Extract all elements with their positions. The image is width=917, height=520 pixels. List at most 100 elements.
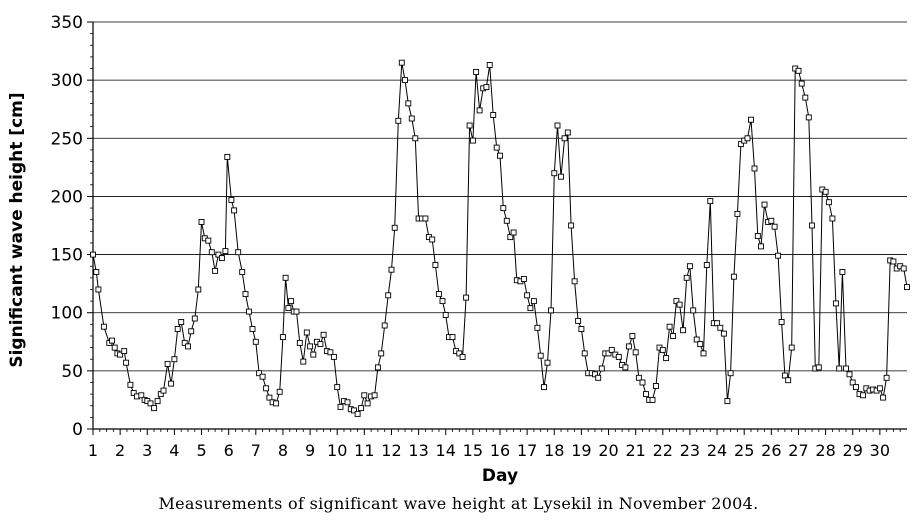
data-point bbox=[246, 308, 252, 315]
data-point bbox=[463, 294, 470, 301]
data-point bbox=[469, 137, 476, 144]
data-point bbox=[527, 305, 534, 312]
data-point bbox=[537, 352, 544, 359]
x-tick-label: 24 bbox=[707, 441, 727, 460]
data-point bbox=[310, 351, 317, 358]
data-point bbox=[456, 350, 463, 357]
data-point bbox=[744, 135, 751, 142]
data-point bbox=[154, 398, 161, 405]
data-point bbox=[228, 196, 235, 203]
data-point bbox=[330, 353, 337, 360]
series-wave-height bbox=[90, 59, 910, 417]
data-point bbox=[615, 353, 622, 360]
data-point bbox=[303, 329, 310, 336]
data-point bbox=[208, 249, 215, 256]
data-point bbox=[285, 305, 292, 312]
data-point bbox=[181, 339, 188, 346]
data-point bbox=[754, 233, 761, 239]
data-point bbox=[374, 364, 381, 371]
data-point bbox=[676, 301, 683, 308]
data-point bbox=[90, 251, 96, 258]
data-point bbox=[880, 394, 887, 401]
data-point bbox=[876, 385, 883, 392]
data-point bbox=[117, 351, 124, 358]
x-tick-label: 25 bbox=[734, 441, 754, 460]
data-point bbox=[846, 371, 853, 378]
data-point bbox=[215, 251, 222, 258]
data-point bbox=[493, 144, 500, 151]
data-point bbox=[327, 349, 334, 356]
y-tick-label: 200 bbox=[51, 187, 83, 207]
data-point bbox=[459, 353, 466, 360]
x-tick-label: 19 bbox=[571, 441, 591, 460]
data-point bbox=[758, 243, 764, 250]
data-point bbox=[632, 349, 639, 356]
data-point bbox=[473, 69, 480, 75]
data-point bbox=[385, 292, 392, 299]
data-point bbox=[293, 308, 300, 315]
data-point bbox=[551, 170, 558, 177]
x-tick-label: 23 bbox=[680, 441, 700, 460]
data-point bbox=[639, 379, 646, 386]
data-point bbox=[361, 392, 368, 399]
y-tick-label: 150 bbox=[51, 246, 83, 266]
data-point bbox=[829, 215, 836, 222]
data-point bbox=[288, 298, 295, 305]
data-point bbox=[300, 358, 307, 365]
data-point bbox=[700, 350, 707, 357]
data-point bbox=[571, 278, 578, 285]
data-point bbox=[198, 219, 205, 225]
data-point bbox=[815, 364, 822, 371]
data-point bbox=[256, 370, 263, 377]
data-point bbox=[364, 400, 371, 407]
data-point bbox=[111, 344, 118, 351]
data-point bbox=[109, 337, 115, 344]
y-tick-label: 350 bbox=[51, 13, 83, 33]
data-point bbox=[510, 229, 517, 236]
data-point bbox=[883, 374, 890, 381]
data-point bbox=[730, 273, 737, 280]
data-point bbox=[825, 199, 832, 206]
data-point bbox=[249, 326, 256, 332]
data-point bbox=[164, 360, 171, 367]
data-point bbox=[429, 236, 436, 243]
data-point bbox=[649, 396, 656, 403]
data-point bbox=[100, 323, 107, 330]
data-point bbox=[568, 222, 575, 229]
x-tick-label: 2 bbox=[115, 441, 125, 460]
data-point bbox=[222, 248, 229, 255]
data-point bbox=[727, 370, 734, 377]
data-point bbox=[432, 262, 439, 268]
x-tick-label: 17 bbox=[517, 441, 537, 460]
data-point bbox=[188, 328, 195, 335]
data-point bbox=[337, 403, 344, 410]
data-point bbox=[860, 392, 866, 399]
data-point bbox=[442, 312, 449, 318]
data-point bbox=[147, 400, 154, 407]
data-point bbox=[524, 292, 531, 299]
data-point bbox=[405, 100, 412, 107]
x-tick-label: 20 bbox=[598, 441, 618, 460]
x-tick-label: 10 bbox=[327, 441, 347, 460]
y-tick-label: 0 bbox=[72, 420, 83, 440]
data-point bbox=[724, 398, 731, 405]
data-point bbox=[544, 359, 551, 366]
data-point bbox=[683, 274, 690, 281]
data-point bbox=[282, 274, 289, 281]
data-point bbox=[412, 135, 419, 142]
data-point bbox=[693, 336, 700, 343]
data-point bbox=[734, 210, 741, 217]
data-point bbox=[843, 365, 849, 372]
data-point bbox=[670, 333, 677, 339]
data-point bbox=[276, 388, 283, 395]
data-point bbox=[381, 322, 388, 329]
data-point bbox=[805, 114, 812, 121]
x-tick-label: 3 bbox=[142, 441, 152, 460]
data-point bbox=[707, 198, 714, 205]
data-point bbox=[422, 215, 429, 222]
data-point bbox=[483, 84, 490, 91]
data-point bbox=[178, 319, 185, 325]
data-point bbox=[334, 384, 341, 391]
x-tick-label: 8 bbox=[278, 441, 288, 460]
data-point bbox=[205, 237, 212, 244]
